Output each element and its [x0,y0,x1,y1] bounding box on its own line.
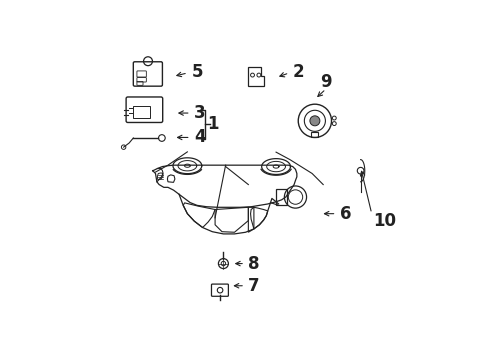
Text: 3: 3 [195,104,206,122]
Circle shape [310,116,320,126]
Text: 9: 9 [320,73,332,91]
Bar [133,105,150,118]
Text: 1: 1 [207,114,218,132]
Text: 6: 6 [340,205,351,223]
Text: 2: 2 [293,63,304,81]
Text: 4: 4 [195,129,206,147]
Text: 5: 5 [192,63,203,81]
Text: 8: 8 [248,255,260,273]
Bar [276,189,287,205]
Bar [312,132,318,138]
Text: 10: 10 [373,212,396,230]
Text: 7: 7 [248,277,260,295]
